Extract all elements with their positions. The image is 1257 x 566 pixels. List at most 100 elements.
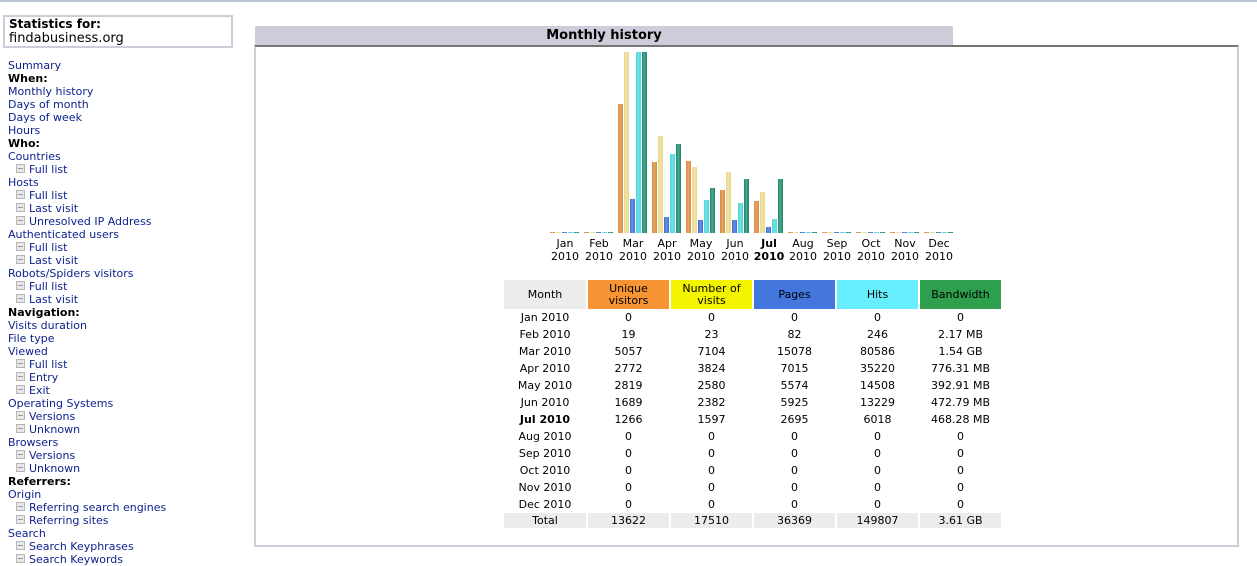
bar-pages-aug-2010	[800, 232, 805, 233]
cell-visits: 0	[708, 481, 715, 494]
menu-link-hosts-last-visit[interactable]: Last visit	[29, 202, 79, 215]
cell-visits: 2580	[697, 379, 726, 392]
bar-hits-nov-2010	[908, 232, 913, 233]
bar-bandwidth-feb-2010	[608, 232, 613, 233]
menu-link-countries[interactable]: Countries	[8, 150, 61, 163]
menu-link-hosts[interactable]: Hosts	[8, 176, 39, 189]
menu-item-row: Hosts	[8, 176, 248, 189]
cell-bandwidth: 0	[957, 430, 964, 443]
cell-unique-visitors: 0	[625, 464, 632, 477]
cell-total-label: Total	[504, 513, 586, 528]
statistics-for-box: Statistics for: findabusiness.org	[3, 15, 233, 48]
popup-window-icon	[16, 424, 25, 433]
cell-month: Jan 2010	[520, 311, 570, 324]
header-bandwidth: Bandwidth	[920, 280, 1001, 309]
x-tick-month: Mar	[622, 237, 644, 250]
menu-link-viewed[interactable]: Viewed	[8, 345, 48, 358]
cell-visits: 0	[708, 498, 715, 511]
cell-bandwidth: 0	[957, 464, 964, 477]
menu-link-browsers[interactable]: Browsers	[8, 436, 59, 449]
menu-link-authenticated-users-last-visit[interactable]: Last visit	[29, 254, 79, 267]
x-tick-label: Oct 2010	[854, 237, 888, 263]
menu-link-origin[interactable]: Origin	[8, 488, 42, 501]
menu-link-countries-full-list[interactable]: Full list	[29, 163, 68, 176]
cell-total-hits: 149807	[837, 513, 918, 528]
menu-link-search[interactable]: Search	[8, 527, 46, 540]
bar-visits-jan-2010	[556, 232, 561, 233]
menu-link-operating-systems-unknown[interactable]: Unknown	[29, 423, 81, 436]
menu-subitem-row: Referring search engines	[8, 501, 248, 514]
menu-link-viewed-entry[interactable]: Entry	[29, 371, 59, 384]
menu-subitem-row: Full list	[8, 241, 248, 254]
menu-item-row: Visits duration	[8, 319, 248, 332]
menu-link-hosts-full-list[interactable]: Full list	[29, 189, 68, 202]
x-tick-year: 2010	[789, 250, 817, 263]
bar-visits-sep-2010	[828, 232, 833, 233]
bar-unique-visitors-apr-2010	[652, 162, 657, 233]
x-tick-month: Dec	[928, 237, 950, 250]
menu-link-search-search-keywords[interactable]: Search Keywords	[29, 553, 123, 566]
menu-link-viewed-exit[interactable]: Exit	[29, 384, 50, 397]
cell-hits: 0	[874, 447, 881, 460]
bar-hits-jan-2010	[568, 232, 573, 233]
menu-subitem-row: Last visit	[8, 202, 248, 215]
menu-link-hours[interactable]: Hours	[8, 124, 41, 137]
menu-link-viewed-full-list[interactable]: Full list	[29, 358, 68, 371]
bar-visits-jun-2010	[726, 172, 731, 233]
x-tick-month: Aug	[792, 237, 814, 250]
menu-subitem-row: Entry	[8, 371, 248, 384]
menu-link-origin-referring-sites[interactable]: Referring sites	[29, 514, 109, 527]
popup-window-icon	[16, 502, 25, 511]
menu-link-browsers-versions[interactable]: Versions	[29, 449, 76, 462]
x-tick-label: Aug 2010	[786, 237, 820, 263]
menu-subitem-row: Versions	[8, 449, 248, 462]
menu-link-authenticated-users[interactable]: Authenticated users	[8, 228, 119, 241]
table-row: Apr 2010 2772 3824 7015 35220 776.31 MB	[504, 360, 1001, 377]
cell-total-visits: 17510	[671, 513, 752, 528]
menu-link-days-of-month[interactable]: Days of month	[8, 98, 89, 111]
bar-bandwidth-nov-2010	[914, 232, 919, 233]
cell-month: Aug 2010	[518, 430, 572, 443]
bar-visits-dec-2010	[930, 232, 935, 233]
menu-link-visits-duration[interactable]: Visits duration	[8, 319, 87, 332]
menu-subitem-row: Versions	[8, 410, 248, 423]
table-row: May 2010 2819 2580 5574 14508 392.91 MB	[504, 377, 1001, 394]
cell-bandwidth: 0	[957, 481, 964, 494]
menu-subitem-row: Full list	[8, 163, 248, 176]
menu-link-robots-spiders-visitors[interactable]: Robots/Spiders visitors	[8, 267, 134, 280]
bar-unique-visitors-may-2010	[686, 161, 691, 233]
x-tick-label: Jul 2010	[752, 237, 786, 263]
menu-link-operating-systems[interactable]: Operating Systems	[8, 397, 114, 410]
cell-bandwidth: 392.91 MB	[930, 379, 991, 392]
cell-bandwidth: 468.28 MB	[930, 413, 991, 426]
menu-link-summary[interactable]: Summary	[8, 59, 62, 72]
menu-link-browsers-unknown[interactable]: Unknown	[29, 462, 81, 475]
bar-hits-apr-2010	[670, 154, 675, 233]
menu-link-days-of-week[interactable]: Days of week	[8, 111, 82, 124]
menu-subitem-row: Unknown	[8, 423, 248, 436]
header-number-of-visits: Number of visits	[671, 280, 752, 309]
cell-bandwidth: 472.79 MB	[930, 396, 991, 409]
menu-link-hosts-unresolved-ip-address[interactable]: Unresolved IP Address	[29, 215, 152, 228]
cell-pages: 82	[787, 328, 802, 341]
menu-link-file-type[interactable]: File type	[8, 332, 55, 345]
menu-link-robots-spiders-visitors-full-list[interactable]: Full list	[29, 280, 68, 293]
menu-link-robots-spiders-visitors-last-visit[interactable]: Last visit	[29, 293, 79, 306]
menu-link-monthly-history[interactable]: Monthly history	[8, 85, 94, 98]
popup-window-icon	[16, 164, 25, 173]
monthly-history-chart: Jan 2010 Feb 2010 Mar 2010 Apr 2010 May 2010 Jun 20…	[548, 52, 960, 268]
bar-unique-visitors-oct-2010	[856, 232, 861, 233]
bar-bandwidth-oct-2010	[880, 232, 885, 233]
menu-link-operating-systems-versions[interactable]: Versions	[29, 410, 76, 423]
menu-link-origin-referring-search-engines[interactable]: Referring search engines	[29, 501, 167, 514]
cell-visits: 2382	[697, 396, 726, 409]
cell-visits: 7104	[697, 345, 726, 358]
menu-link-authenticated-users-full-list[interactable]: Full list	[29, 241, 68, 254]
cell-visits: 1597	[697, 413, 726, 426]
bar-bandwidth-sep-2010	[846, 232, 851, 233]
cell-pages: 15078	[777, 345, 812, 358]
x-tick-month: Apr	[657, 237, 677, 250]
cell-pages: 2695	[780, 413, 809, 426]
menu-link-search-search-keyphrases[interactable]: Search Keyphrases	[29, 540, 134, 553]
menu-subitem-row: Last visit	[8, 254, 248, 267]
